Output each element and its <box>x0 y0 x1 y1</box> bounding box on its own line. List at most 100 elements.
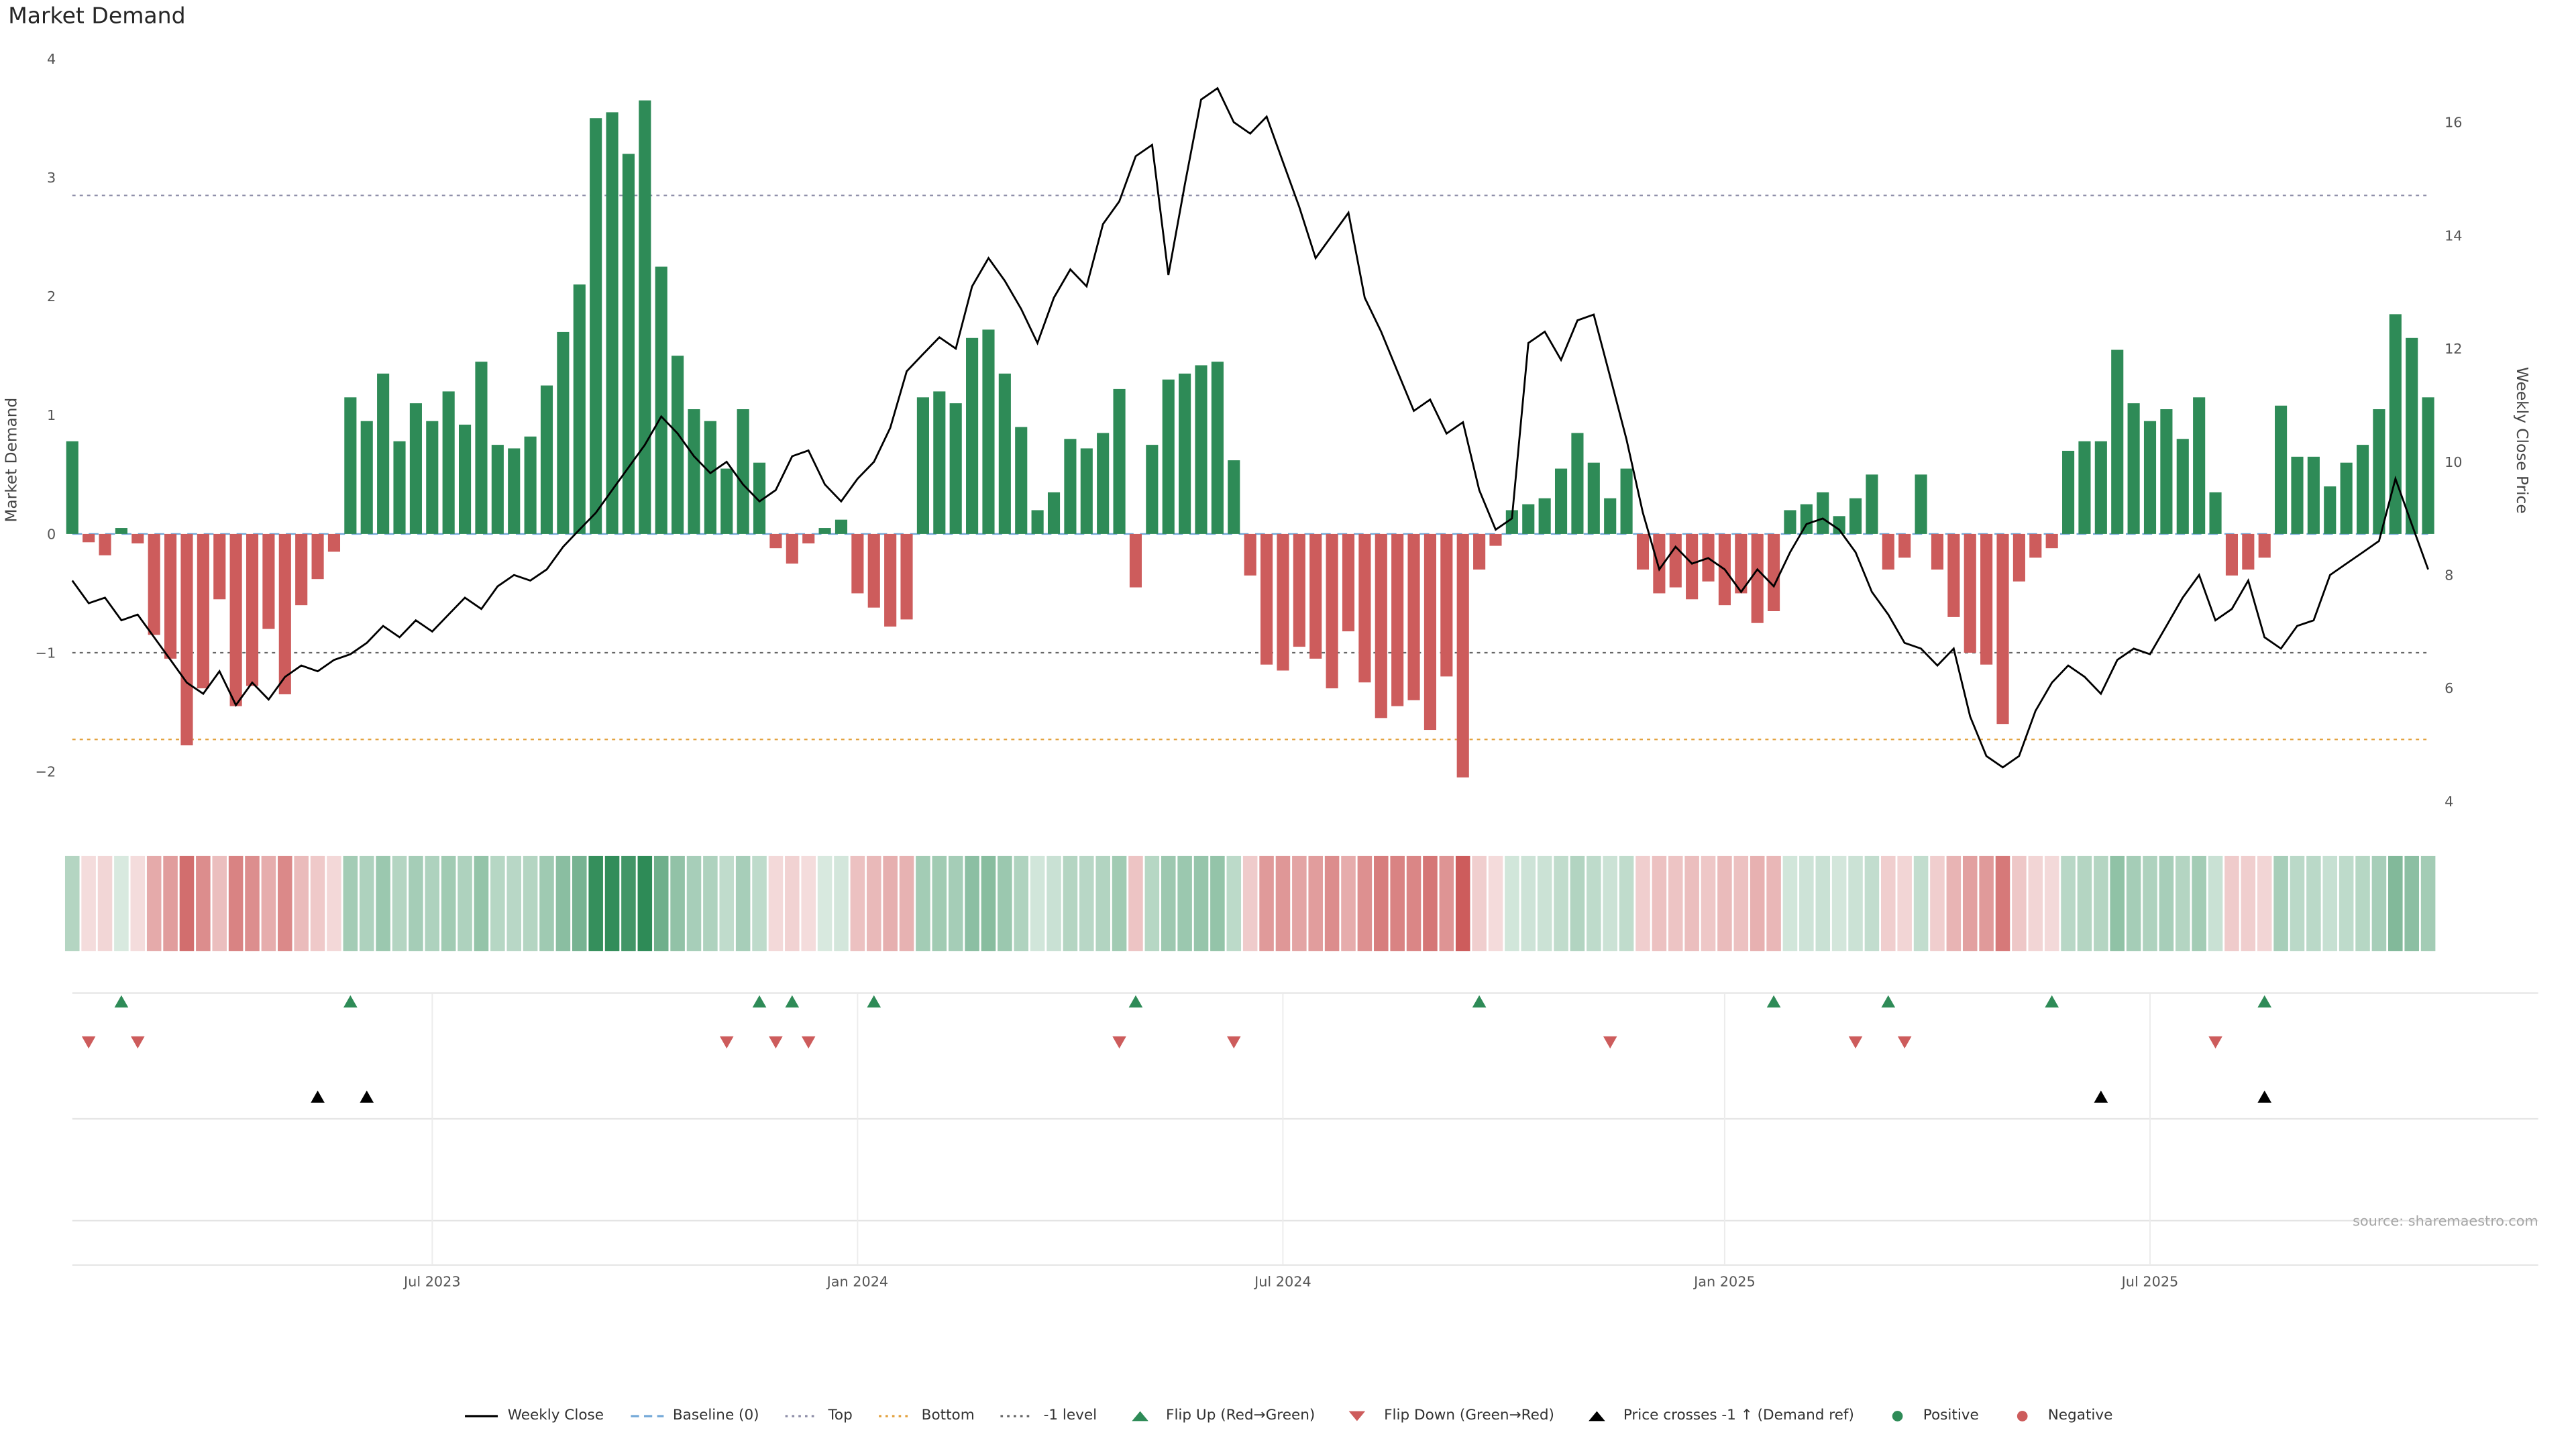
demand-bar <box>557 331 570 534</box>
heat-cell <box>653 855 669 951</box>
demand-bar <box>1195 365 1208 534</box>
heat-cell <box>1913 855 1929 951</box>
legend-glyph-line-dot <box>785 1415 818 1417</box>
demand-bar <box>2356 445 2369 534</box>
demand-bar <box>704 421 716 534</box>
heat-cell <box>1864 855 1880 951</box>
demand-bar <box>1260 533 1273 665</box>
demand-bar <box>2324 486 2337 534</box>
demand-bar <box>1146 445 1159 534</box>
heat-cell <box>64 855 80 951</box>
heat-cell <box>1554 855 1568 951</box>
right-axis-label: Weekly Close Price <box>2513 367 2531 514</box>
demand-bar <box>83 533 95 543</box>
demand-bar <box>2209 492 2222 534</box>
left-axis-tick: 2 <box>47 288 56 305</box>
heat-cell <box>523 855 538 951</box>
demand-bar <box>311 533 324 580</box>
demand-bar <box>491 445 504 534</box>
heat-cell <box>310 855 325 951</box>
flip-up-marker <box>1766 995 1781 1008</box>
heat-cell <box>588 855 603 951</box>
heat-cell <box>2371 855 2387 951</box>
flip-down-marker <box>1848 1036 1863 1049</box>
price-cross-marker <box>360 1090 374 1103</box>
demand-bar <box>377 373 390 534</box>
demand-bar <box>884 533 897 627</box>
heat-cell <box>376 855 390 951</box>
heat-cell <box>1750 855 1765 951</box>
right-axis-tick: 6 <box>2445 680 2453 696</box>
heat-cell <box>2306 855 2321 951</box>
legend-label: Weekly Close <box>507 1407 604 1425</box>
heat-cell <box>785 855 800 951</box>
demand-bar <box>900 533 913 620</box>
heat-cell <box>1570 855 1585 951</box>
legend-label: Top <box>828 1407 853 1425</box>
demand-bar <box>2225 533 2239 576</box>
demand-bar <box>1587 462 1600 534</box>
demand-bar <box>1751 533 1764 623</box>
demand-bar <box>786 533 798 564</box>
heat-cell <box>1275 855 1291 951</box>
heat-cell <box>1717 855 1732 951</box>
heat-cell <box>1423 855 1438 951</box>
heat-cell <box>458 855 472 951</box>
heat-cell <box>359 855 374 951</box>
heat-cell <box>1652 855 1667 951</box>
heat-cell <box>2290 855 2305 951</box>
heat-cell <box>2355 855 2370 951</box>
demand-bar <box>802 533 815 544</box>
heat-cell <box>2110 855 2125 951</box>
heat-cell <box>1112 855 1127 951</box>
demand-bar <box>2275 405 2288 534</box>
right-axis-tick: 14 <box>2445 227 2462 244</box>
heat-cell <box>719 855 735 951</box>
demand-bar <box>180 533 193 746</box>
heat-cell <box>392 855 407 951</box>
demand-bar <box>688 409 700 534</box>
heat-cell <box>2420 855 2436 951</box>
heat-cell <box>278 855 292 951</box>
demand-bar <box>2078 441 2091 534</box>
demand-bar <box>327 533 341 552</box>
heat-cell <box>1128 855 1143 951</box>
heat-cell <box>163 855 178 951</box>
heat-cell <box>539 855 554 951</box>
legend-glyph-tri-down <box>1349 1411 1366 1421</box>
right-axis-tick: 10 <box>2445 454 2462 470</box>
flip-up-marker <box>114 995 129 1008</box>
heat-cell <box>2273 855 2288 951</box>
demand-bar <box>1996 533 2009 724</box>
demand-bar <box>1653 533 1666 594</box>
heat-cell <box>1455 855 1470 951</box>
demand-bar <box>295 533 308 606</box>
heat-cell <box>261 855 276 951</box>
demand-bar <box>148 533 160 635</box>
flip-down-marker <box>81 1036 96 1049</box>
heat-cell <box>1488 855 1503 951</box>
legend-label: Flip Down (Green→Red) <box>1384 1407 1554 1425</box>
heat-cell <box>2175 855 2190 951</box>
x-axis-tick: Jan 2024 <box>826 1274 889 1290</box>
demand-bar <box>475 362 488 534</box>
x-axis-tick: Jul 2024 <box>1253 1274 1311 1290</box>
demand-bar <box>655 266 667 534</box>
heat-cell <box>474 855 489 951</box>
heat-cell <box>2241 855 2256 951</box>
heat-cell <box>179 855 195 951</box>
demand-bar <box>229 533 242 706</box>
right-axis-tick: 16 <box>2445 115 2462 131</box>
heat-cell <box>1014 855 1029 951</box>
legend-item: Baseline (0) <box>629 1408 759 1424</box>
demand-bar <box>851 533 864 594</box>
heat-cell <box>2404 855 2419 951</box>
demand-bar <box>2193 397 2206 534</box>
demand-bar <box>246 533 259 686</box>
heat-cell <box>866 855 881 951</box>
heat-cell <box>1308 855 1323 951</box>
demand-bar <box>916 397 929 534</box>
heat-cell <box>817 855 833 951</box>
demand-bar <box>442 391 455 534</box>
